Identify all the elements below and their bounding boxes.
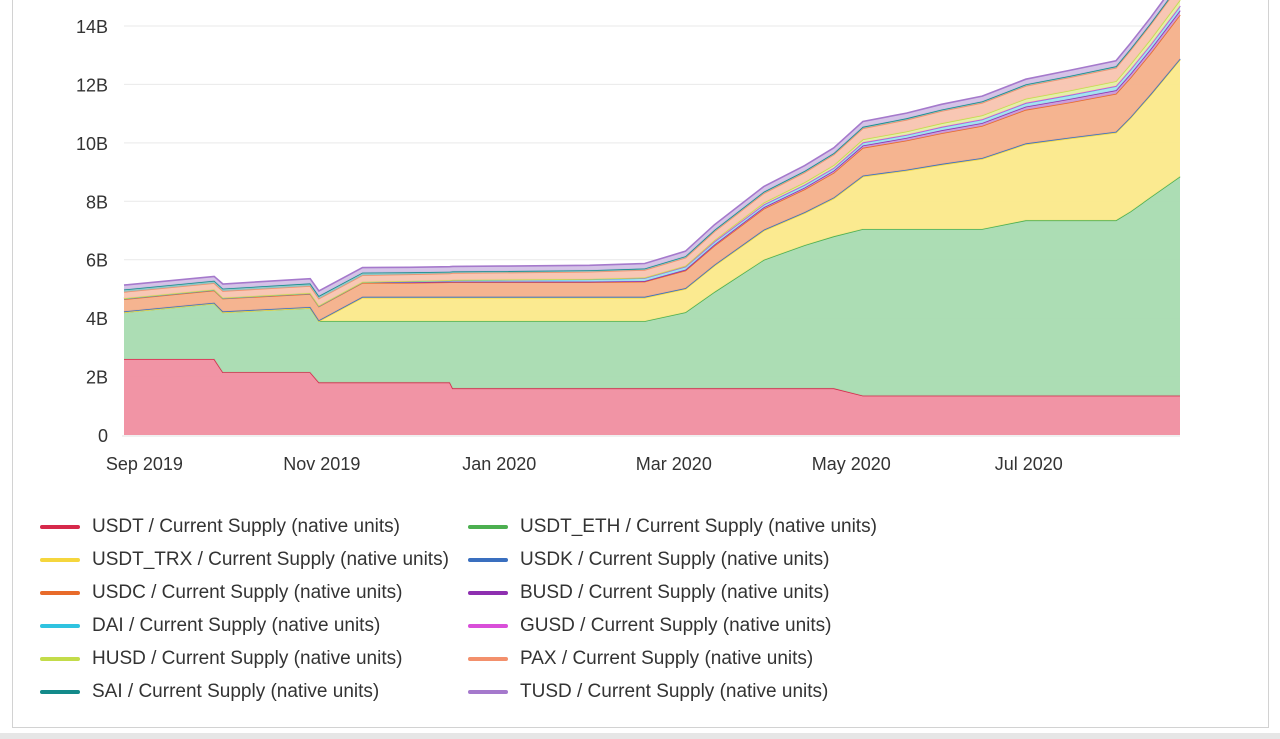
x-tick-label: Nov 2019 xyxy=(283,454,360,474)
y-tick-label: 4B xyxy=(86,309,108,329)
legend-item[interactable]: SAI / Current Supply (native units) xyxy=(40,677,379,707)
legend-label: USDK / Current Supply (native units) xyxy=(520,549,830,570)
y-tick-label: 6B xyxy=(86,251,108,271)
legend-swatch xyxy=(40,558,80,562)
area-usdt-trx xyxy=(124,59,1180,322)
legend-label: USDT / Current Supply (native units) xyxy=(92,516,400,537)
x-tick-label: Mar 2020 xyxy=(636,454,712,474)
legend-swatch xyxy=(40,690,80,694)
legend-item[interactable]: BUSD / Current Supply (native units) xyxy=(468,578,829,608)
x-tick-label: Jul 2020 xyxy=(995,454,1063,474)
legend-swatch xyxy=(468,525,508,529)
x-tick-label: Jan 2020 xyxy=(462,454,536,474)
legend-label: GUSD / Current Supply (native units) xyxy=(520,615,832,636)
area-series xyxy=(123,0,1181,435)
legend-swatch xyxy=(40,624,80,628)
legend-swatch xyxy=(468,591,508,595)
legend-swatch xyxy=(40,657,80,661)
legend-label: TUSD / Current Supply (native units) xyxy=(520,681,829,702)
legend-item[interactable]: USDK / Current Supply (native units) xyxy=(468,545,829,575)
legend-label: HUSD / Current Supply (native units) xyxy=(92,648,403,669)
legend-label: USDT_TRX / Current Supply (native units) xyxy=(92,549,449,570)
legend-item[interactable]: GUSD / Current Supply (native units) xyxy=(468,611,832,641)
legend-item[interactable]: HUSD / Current Supply (native units) xyxy=(40,644,402,674)
legend-swatch xyxy=(468,657,508,661)
legend-swatch xyxy=(40,591,80,595)
legend-swatch xyxy=(40,525,80,529)
y-tick-label: 12B xyxy=(76,75,108,95)
y-tick-label: 8B xyxy=(86,192,108,212)
legend-swatch xyxy=(468,558,508,562)
y-tick-label: 10B xyxy=(76,134,108,154)
legend-item[interactable]: DAI / Current Supply (native units) xyxy=(40,611,380,641)
legend-label: USDC / Current Supply (native units) xyxy=(92,582,403,603)
legend-swatch xyxy=(468,624,508,628)
legend-swatch xyxy=(468,690,508,694)
legend-label: USDT_ETH / Current Supply (native units) xyxy=(520,516,877,537)
line-tusd xyxy=(123,0,1165,293)
legend-label: DAI / Current Supply (native units) xyxy=(92,615,381,636)
area-usdt xyxy=(124,359,1180,435)
y-axis: 0 2B 4B 6B 8B 10B 12B 14B xyxy=(76,17,108,446)
bottom-divider xyxy=(0,733,1280,739)
area-usdt-eth xyxy=(124,176,1180,396)
legend-item[interactable]: USDC / Current Supply (native units) xyxy=(40,578,402,608)
x-axis: Sep 2019 Nov 2019 Jan 2020 Mar 2020 May 2020… xyxy=(106,435,1180,474)
legend-item[interactable]: USDT / Current Supply (native units) xyxy=(40,512,400,542)
y-tick-label: 2B xyxy=(86,368,108,388)
legend-label: SAI / Current Supply (native units) xyxy=(92,681,380,702)
legend-item[interactable]: USDT_TRX / Current Supply (native units) xyxy=(40,545,449,575)
legend-label: BUSD / Current Supply (native units) xyxy=(520,582,830,603)
legend-label: PAX / Current Supply (native units) xyxy=(520,648,814,669)
y-tick-label: 14B xyxy=(76,17,108,37)
y-tick-label: 0 xyxy=(98,426,108,446)
x-tick-label: May 2020 xyxy=(812,454,891,474)
legend-item[interactable]: PAX / Current Supply (native units) xyxy=(468,644,813,674)
legend-item[interactable]: TUSD / Current Supply (native units) xyxy=(468,677,828,707)
x-tick-label: Sep 2019 xyxy=(106,454,183,474)
legend-item[interactable]: USDT_ETH / Current Supply (native units) xyxy=(468,512,877,542)
